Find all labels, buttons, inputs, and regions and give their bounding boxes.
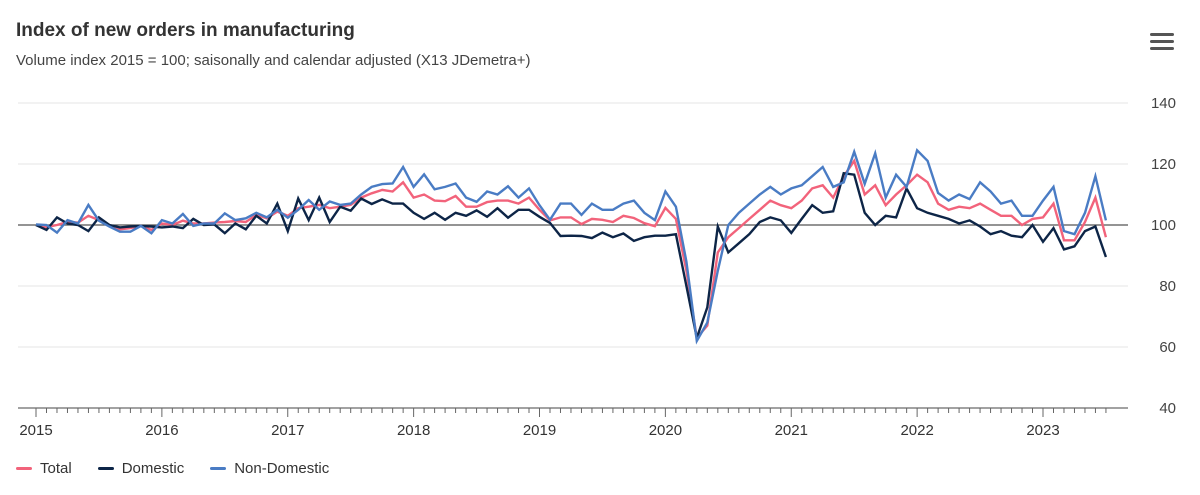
x-tick-label: 2023: [1026, 422, 1059, 439]
legend-swatch: [97, 467, 114, 470]
y-tick-label: 80: [1159, 278, 1176, 295]
legend: Total Domestic Non-Domestic: [16, 460, 329, 477]
x-tick-label: 2021: [775, 422, 808, 439]
series-line-total: [35, 158, 1108, 341]
legend-swatch: [210, 467, 227, 470]
legend-label: Total: [40, 460, 72, 477]
legend-label: Domestic: [121, 460, 185, 477]
x-tick-label: 2016: [145, 422, 178, 439]
chart-title: Index of new orders in manufacturing: [16, 20, 355, 41]
series-line-non-domestic: [35, 148, 1108, 345]
x-tick-label: 2020: [649, 422, 682, 439]
y-tick-label: 40: [1159, 400, 1176, 417]
x-tick-label: 2018: [397, 422, 430, 439]
legend-item-non-domestic[interactable]: Non-Domestic: [210, 460, 329, 477]
y-tick-label: 120: [1151, 156, 1176, 173]
y-tick-label: 140: [1151, 95, 1176, 112]
legend-swatch: [16, 467, 32, 470]
y-tick-label: 60: [1159, 339, 1176, 356]
x-tick-label: 2022: [900, 422, 933, 439]
hamburger-menu-icon[interactable]: [1150, 30, 1174, 52]
legend-label: Non-Domestic: [234, 460, 330, 477]
x-tick-label: 2015: [19, 422, 52, 439]
y-tick-label: 100: [1151, 217, 1176, 234]
legend-item-total[interactable]: Total: [16, 460, 72, 477]
x-tick-label: 2019: [523, 422, 556, 439]
legend-item-domestic[interactable]: Domestic: [97, 460, 185, 477]
x-tick-label: 2017: [271, 422, 304, 439]
chart-subtitle: Volume index 2015 = 100; saisonally and …: [16, 52, 531, 69]
